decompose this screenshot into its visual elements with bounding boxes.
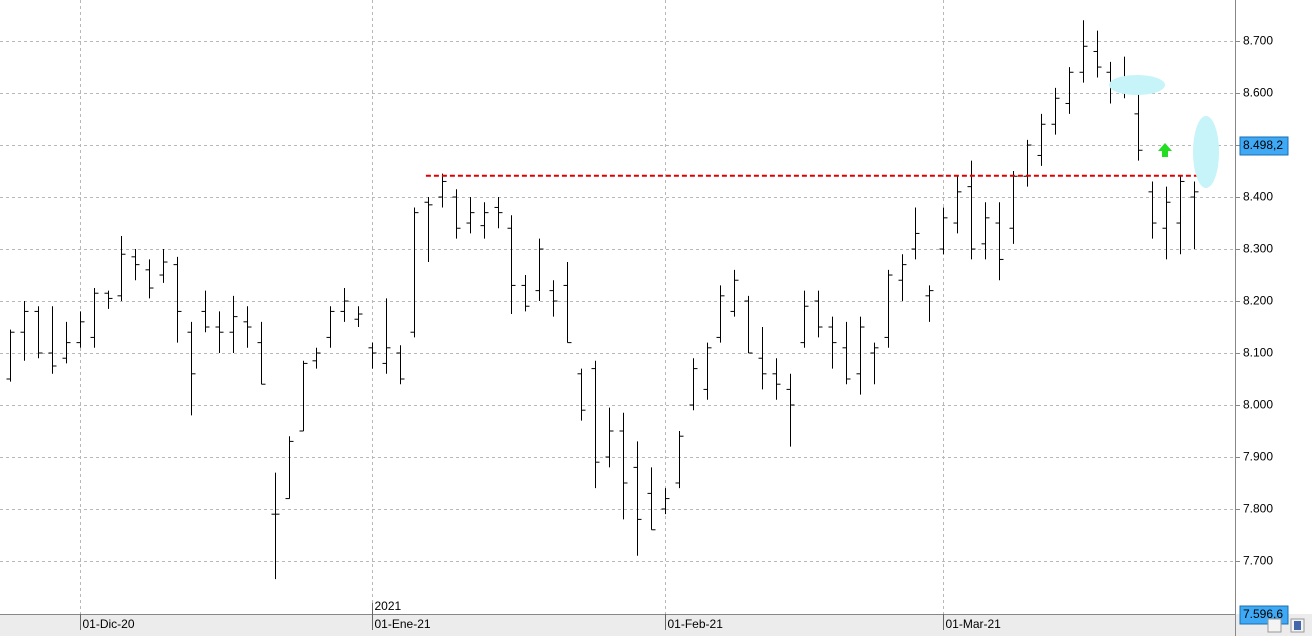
y-tick-label: 8.600 xyxy=(1243,86,1273,100)
save-icon xyxy=(1294,621,1301,630)
highlight xyxy=(1193,116,1219,188)
y-tick-label: 8.700 xyxy=(1243,34,1273,48)
y-tick-label: 7.700 xyxy=(1243,554,1273,568)
icon-button[interactable] xyxy=(1267,618,1282,633)
y-tick-label: 8.100 xyxy=(1243,346,1273,360)
y-tick-label: 7.900 xyxy=(1243,450,1273,464)
bottom-price-label: 7.596,6 xyxy=(1243,607,1283,621)
x-tick-label: 01-Feb-21 xyxy=(668,617,724,631)
x-tick-label: 01-Dic-20 xyxy=(83,617,135,631)
y-tick-label: 7.800 xyxy=(1243,502,1273,516)
x-axis-band xyxy=(0,614,1312,636)
arrow-up xyxy=(1158,143,1172,157)
x-tick-label: 01-Mar-21 xyxy=(946,617,1002,631)
year-label: 2021 xyxy=(375,599,402,613)
last-price-label: 8.498,2 xyxy=(1243,138,1283,152)
y-tick-label: 8.000 xyxy=(1243,398,1273,412)
y-tick-label: 8.400 xyxy=(1243,190,1273,204)
highlight xyxy=(1109,75,1165,95)
y-tick-label: 8.200 xyxy=(1243,294,1273,308)
x-tick-label: 01-Ene-21 xyxy=(375,617,431,631)
last-price-box xyxy=(1239,136,1289,156)
y-tick-label: 8.300 xyxy=(1243,242,1273,256)
